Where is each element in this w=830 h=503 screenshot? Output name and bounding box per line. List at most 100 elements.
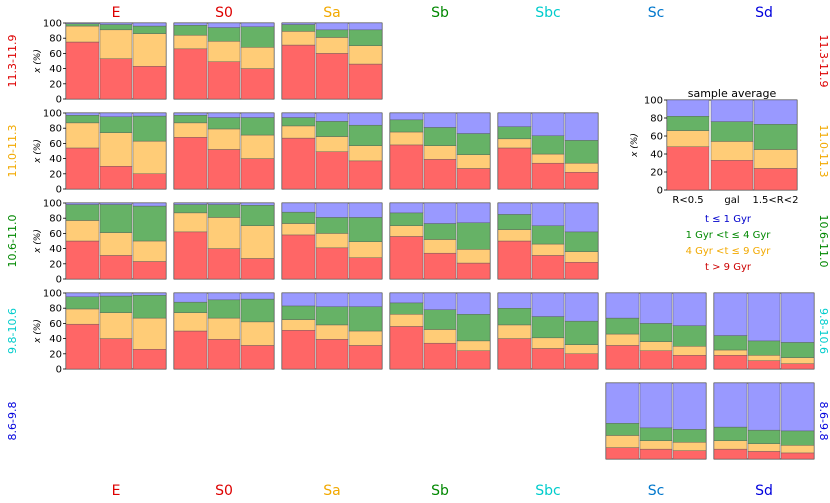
bar-gal-vyoung xyxy=(424,293,456,310)
panel-11.0-11.3-E: 0 20 40 60 80 100 x (%) xyxy=(33,109,166,196)
avg-bar-gal-vyoung xyxy=(711,100,753,122)
bar-1.5<R<2-vyoung xyxy=(781,293,814,342)
bar-1.5<R<2-young xyxy=(781,431,814,445)
bar-1.5<R<2-int xyxy=(133,241,166,262)
bar-gal-old xyxy=(208,339,240,369)
y-tick-label: 20 xyxy=(650,168,663,179)
bar-R<0.5-young xyxy=(390,303,423,314)
bar-1.5<R<2-young xyxy=(457,134,490,155)
bar-R<0.5-young xyxy=(714,336,747,350)
bar-gal-vyoung xyxy=(532,293,564,317)
bar-gal-vyoung xyxy=(208,293,240,300)
legend-entry-vyoung: t ≤ 1 Gyr xyxy=(705,214,752,225)
avg-bar-gal-int xyxy=(711,141,753,160)
column-title-top: Sa xyxy=(323,5,340,21)
bar-R<0.5-vyoung xyxy=(606,293,639,318)
bar-gal-int xyxy=(316,325,348,339)
bar-gal-vyoung xyxy=(532,203,564,226)
bar-1.5<R<2-old xyxy=(565,172,598,189)
row-label-left: 11.0-11.3 xyxy=(6,125,19,178)
sample-average-title: sample average xyxy=(688,87,777,100)
bar-R<0.5-young xyxy=(282,25,315,32)
bar-R<0.5-int xyxy=(66,220,99,241)
bar-R<0.5-old xyxy=(282,330,315,369)
y-axis-label: x (%) xyxy=(33,49,43,74)
bar-gal-int xyxy=(640,441,672,449)
bar-gal-young xyxy=(100,205,132,233)
bar-gal-old xyxy=(748,451,780,459)
column-title-bottom: E xyxy=(112,483,121,499)
bar-gal-int xyxy=(748,444,780,452)
bar-gal-vyoung xyxy=(316,113,348,121)
bar-R<0.5-int xyxy=(66,309,99,324)
panel-8.6-9.8-Sd xyxy=(714,383,814,459)
bar-R<0.5-young xyxy=(606,423,639,435)
bar-R<0.5-int xyxy=(66,26,99,42)
bar-gal-int xyxy=(532,244,564,255)
bar-1.5<R<2-young xyxy=(673,429,706,442)
y-tick-label: 80 xyxy=(49,214,62,225)
x-category-label: gal xyxy=(724,195,739,206)
bar-R<0.5-int xyxy=(282,320,315,331)
y-tick-label: 0 xyxy=(56,185,62,196)
bar-R<0.5-vyoung xyxy=(390,113,423,120)
bar-R<0.5-young xyxy=(498,308,531,325)
bar-R<0.5-vyoung xyxy=(606,383,639,423)
bar-R<0.5-vyoung xyxy=(498,203,531,214)
bar-R<0.5-young xyxy=(390,120,423,132)
bar-1.5<R<2-old xyxy=(241,258,274,279)
bar-R<0.5-old xyxy=(498,339,531,369)
panel-9.8-10.6-E: 0 20 40 60 80 100 x (%) xyxy=(33,289,166,376)
y-tick-label: 100 xyxy=(43,109,62,120)
bar-1.5<R<2-young xyxy=(781,342,814,357)
bar-gal-old xyxy=(316,248,348,279)
row-label-left: 8.6-9.8 xyxy=(6,402,19,441)
bar-1.5<R<2-young xyxy=(673,326,706,347)
bar-gal-int xyxy=(100,233,132,256)
bar-gal-vyoung xyxy=(424,203,456,224)
bar-1.5<R<2-int xyxy=(457,155,490,169)
bar-gal-int xyxy=(208,41,240,62)
bar-R<0.5-young xyxy=(498,127,531,139)
bar-gal-young xyxy=(208,28,240,42)
bar-gal-vyoung xyxy=(316,293,348,307)
y-tick-label: 20 xyxy=(49,169,62,180)
y-tick-label: 60 xyxy=(49,139,62,150)
panel-9.8-10.6-Sb xyxy=(390,293,490,369)
bar-R<0.5-old xyxy=(66,42,99,99)
panel-11.3-11.9-E: 0 20 40 60 80 100 x (%) xyxy=(33,19,166,106)
bar-1.5<R<2-vyoung xyxy=(457,203,490,223)
column-title-bottom: Sbc xyxy=(535,483,560,499)
panel-11.0-11.3-S0 xyxy=(174,113,274,189)
bar-gal-young xyxy=(424,224,456,240)
bar-1.5<R<2-old xyxy=(673,451,706,459)
bar-1.5<R<2-old xyxy=(673,355,706,369)
y-tick-label: 60 xyxy=(650,132,663,143)
bar-1.5<R<2-young xyxy=(565,140,598,163)
y-tick-label: 0 xyxy=(56,275,62,286)
bar-gal-young xyxy=(424,127,456,145)
bar-R<0.5-young xyxy=(606,318,639,334)
bar-1.5<R<2-old xyxy=(565,262,598,279)
bar-1.5<R<2-young xyxy=(565,321,598,345)
column-title-top: Sc xyxy=(648,5,665,21)
bar-1.5<R<2-vyoung xyxy=(241,23,274,27)
bar-1.5<R<2-int xyxy=(673,346,706,355)
bar-R<0.5-old xyxy=(174,331,207,369)
column-title-bottom: Sa xyxy=(323,483,340,499)
y-tick-label: 20 xyxy=(49,259,62,270)
row-label-right: 10.6-11.0 xyxy=(817,215,830,268)
bar-gal-int xyxy=(640,342,672,351)
bar-gal-int xyxy=(208,217,240,248)
bar-R<0.5-vyoung xyxy=(174,23,207,25)
bar-R<0.5-int xyxy=(714,441,747,449)
bar-gal-old xyxy=(208,249,240,279)
bar-R<0.5-young xyxy=(498,214,531,229)
avg-bar-1.5<R<2-int xyxy=(754,150,797,169)
y-tick-label: 20 xyxy=(49,349,62,360)
bar-R<0.5-vyoung xyxy=(390,203,423,213)
bar-gal-vyoung xyxy=(316,23,348,30)
bar-R<0.5-young xyxy=(282,306,315,320)
bar-1.5<R<2-old xyxy=(133,262,166,279)
bar-R<0.5-vyoung xyxy=(714,293,747,336)
